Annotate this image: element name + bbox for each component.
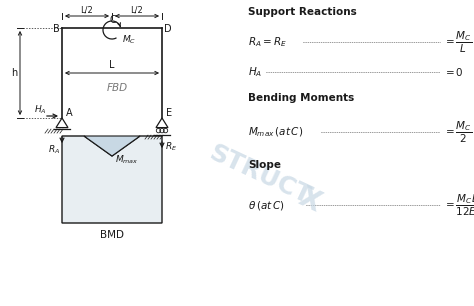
Text: Bending Moments: Bending Moments: [248, 93, 354, 103]
Text: $= 0$: $= 0$: [443, 66, 464, 78]
Text: $=\dfrac{M_C L}{12EI}$: $=\dfrac{M_C L}{12EI}$: [443, 192, 474, 218]
Text: A: A: [66, 108, 73, 118]
Text: L/2: L/2: [131, 6, 143, 14]
Text: $R_A$: $R_A$: [48, 144, 60, 156]
Text: $M_{max}\,(at\,C)$: $M_{max}\,(at\,C)$: [248, 125, 303, 139]
Text: $M_C$: $M_C$: [122, 34, 136, 46]
Text: D: D: [164, 24, 172, 34]
Text: B: B: [53, 24, 59, 34]
Text: FBD: FBD: [107, 83, 128, 93]
Text: C: C: [109, 15, 117, 25]
Text: Support Reactions: Support Reactions: [248, 7, 357, 17]
Text: $\theta\,(at\,C)$: $\theta\,(at\,C)$: [248, 199, 284, 211]
Text: BMD: BMD: [100, 230, 124, 240]
Text: L/2: L/2: [81, 6, 93, 14]
Polygon shape: [62, 136, 162, 223]
Text: $R_E$: $R_E$: [165, 141, 177, 153]
Text: $M_{max}$: $M_{max}$: [115, 154, 138, 166]
Text: h: h: [11, 68, 17, 78]
Text: X: X: [294, 183, 326, 217]
Text: $R_A = R_E$: $R_A = R_E$: [248, 35, 287, 49]
Text: Slope: Slope: [248, 160, 281, 170]
Text: E: E: [166, 108, 172, 118]
Text: $H_A$: $H_A$: [248, 65, 262, 79]
Text: $=\dfrac{M_C}{2}$: $=\dfrac{M_C}{2}$: [443, 119, 472, 144]
Polygon shape: [84, 136, 140, 156]
Text: STRUCT: STRUCT: [205, 141, 315, 209]
Text: $=\dfrac{M_C}{L}$: $=\dfrac{M_C}{L}$: [443, 29, 472, 54]
Text: L: L: [109, 60, 115, 70]
Text: $H_A$: $H_A$: [34, 104, 46, 116]
